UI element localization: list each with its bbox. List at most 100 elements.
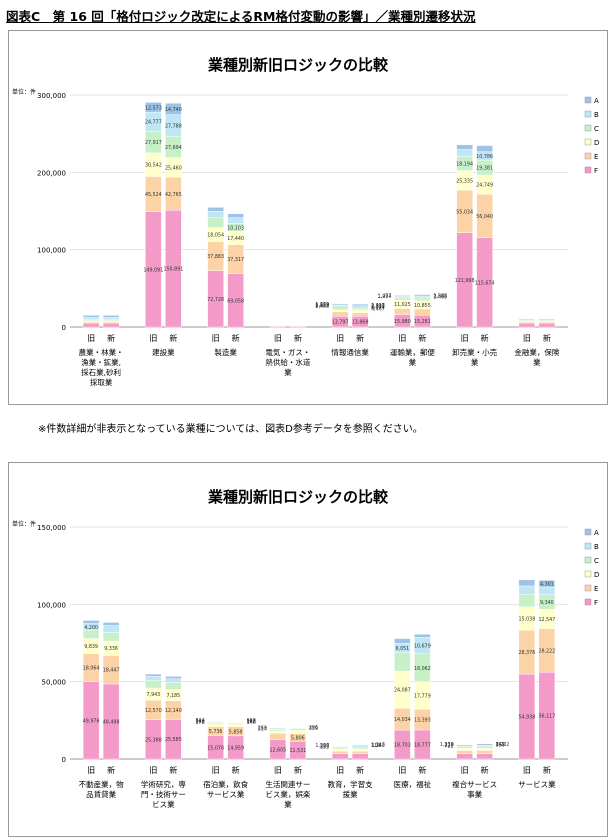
- data-label: 28,222: [538, 648, 555, 654]
- data-label: 18,054: [207, 232, 224, 238]
- data-label: 25,335: [456, 178, 473, 184]
- data-label: 45,524: [145, 192, 162, 198]
- bar-segment-A: [269, 728, 287, 730]
- data-label: 5,806: [291, 735, 305, 741]
- category-label: 事業: [467, 789, 482, 799]
- category-label: ビス業: [152, 799, 175, 809]
- bar-label-new: 新: [294, 765, 302, 775]
- legend-swatch-F: [584, 166, 592, 174]
- data-label: 9,839: [84, 644, 98, 650]
- bar-segment-C: [207, 217, 224, 228]
- y-tick-label: 100,000: [37, 601, 66, 609]
- bar-segment-A: [82, 620, 100, 624]
- bar-segment-C: [476, 746, 493, 749]
- bar-segment-C: [102, 632, 120, 642]
- data-label: 14,959: [227, 745, 244, 751]
- data-label: 115,674: [475, 280, 495, 286]
- category-label: サービス業: [518, 779, 556, 789]
- data-label: 56,117: [538, 714, 555, 720]
- data-label: 1,888: [433, 293, 447, 299]
- bar-segment-A: [145, 102, 162, 113]
- data-label: 25,585: [165, 737, 182, 743]
- data-label: 18,777: [414, 742, 431, 748]
- bar-segment-E: [351, 751, 369, 754]
- data-label: 28,376: [518, 650, 535, 656]
- data-label: 1,202: [496, 742, 510, 748]
- data-label: 859: [496, 743, 505, 749]
- bar-segment-C: [456, 746, 473, 749]
- bar-segment-C: [331, 305, 349, 310]
- data-label: 5,077: [315, 303, 329, 309]
- chart-panel-2: 業種別新旧ロジックの比較 単位：件 0 50,000 100,000 150,000 49,…: [8, 462, 608, 837]
- bar-segment-E: [414, 308, 431, 316]
- y-tick-label: 200,000: [37, 169, 66, 177]
- data-label: 2,922: [371, 303, 385, 309]
- bar-label-new: 新: [356, 765, 364, 775]
- bar-segment-A: [476, 145, 493, 152]
- chart-frame: [8, 30, 608, 405]
- bar-segment-B: [207, 211, 224, 218]
- data-label: 10,679: [414, 644, 431, 650]
- data-label: 269: [258, 726, 267, 732]
- bar-segment-C: [351, 307, 369, 311]
- bar-segment-A: [518, 318, 536, 320]
- bar-segment-D: [227, 723, 244, 728]
- bar-segment-B: [227, 217, 244, 224]
- data-label: 12,547: [538, 617, 555, 623]
- unit-label: 単位：件: [12, 520, 36, 528]
- data-label: 24,749: [476, 183, 493, 189]
- data-label: 14,740: [165, 107, 182, 113]
- category-label: 熱供給・水道: [265, 357, 310, 367]
- bar-segment-A: [165, 103, 182, 115]
- legend-swatch-B: [584, 110, 592, 118]
- data-label: 9,340: [540, 600, 554, 606]
- bar-segment-A: [538, 318, 556, 320]
- bar-segment-F: [102, 322, 120, 328]
- bar-label-old: 旧: [212, 334, 220, 343]
- data-label: 27,917: [145, 140, 162, 146]
- bar-segment-C: [331, 746, 349, 750]
- data-label: 13,868: [352, 320, 369, 326]
- data-label: 12,570: [145, 708, 162, 714]
- bar-segment-A: [518, 579, 536, 587]
- data-label: 228: [444, 743, 453, 749]
- data-label: 5,858: [229, 729, 243, 735]
- data-label: 27,788: [165, 123, 182, 129]
- bar-segment-D: [331, 748, 349, 752]
- category-label: ビス業，娯楽: [265, 789, 310, 799]
- data-label: 742: [496, 742, 505, 748]
- legend-label-C: C: [594, 557, 599, 565]
- data-label: 10,103: [227, 225, 244, 231]
- bar-segment-A: [227, 213, 244, 218]
- data-label: 24,777: [145, 120, 162, 126]
- data-label: 37,317: [227, 257, 244, 263]
- y-tick-label: 0: [62, 756, 66, 764]
- bar-segment-B: [351, 305, 369, 309]
- data-label: 11,531: [289, 748, 306, 754]
- bar-label-new: 新: [107, 765, 115, 775]
- legend-swatch-E: [584, 584, 592, 592]
- bar-segment-E: [476, 750, 493, 754]
- data-label: 2,332: [371, 304, 385, 310]
- bar-segment-A: [331, 746, 349, 747]
- data-label: 15,038: [518, 617, 535, 623]
- category-label: 運輸業，郵便: [390, 347, 435, 357]
- data-label: 121,998: [455, 278, 475, 284]
- legend-label-C: C: [594, 125, 599, 133]
- data-label: 230: [320, 743, 329, 749]
- category-label: 生活関連サー: [265, 779, 310, 789]
- bar-segment-C: [269, 729, 287, 732]
- data-label: 42,765: [165, 192, 182, 198]
- category-label: 教育，学習支: [328, 779, 373, 789]
- y-tick-label: 150,000: [37, 524, 66, 532]
- bar-label-old: 旧: [523, 766, 531, 775]
- bar-label-new: 新: [107, 333, 115, 343]
- bar-segment-B: [518, 585, 536, 595]
- chart-title: 業種別新旧ロジックの比較: [207, 488, 389, 506]
- data-label: 9,336: [104, 646, 118, 652]
- bar-segment-C: [82, 629, 100, 639]
- bar-label-new: 新: [418, 765, 426, 775]
- bar-segment-E: [394, 308, 411, 315]
- bar-segment-A: [82, 315, 100, 318]
